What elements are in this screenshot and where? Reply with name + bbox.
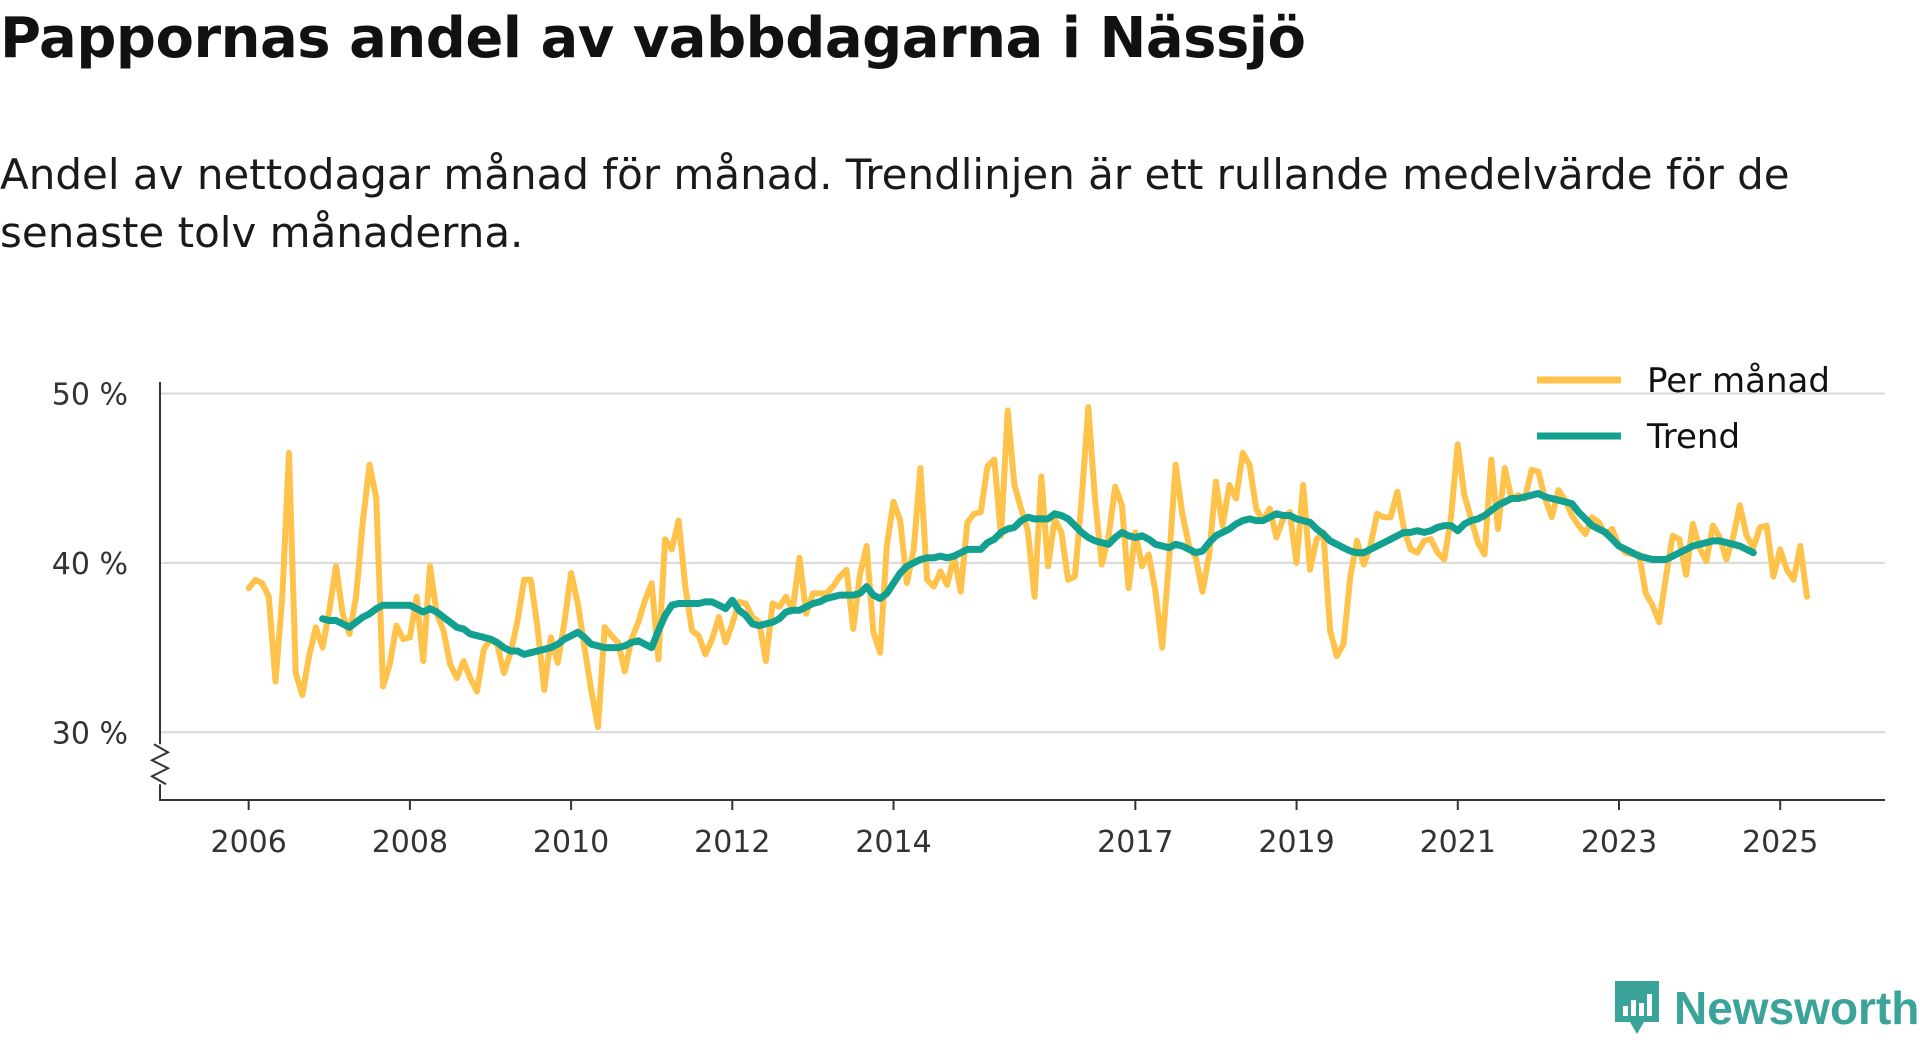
series-line-trend: [319, 490, 1757, 658]
axis-break-icon: [149, 743, 171, 786]
x-tick-label: 2010: [533, 825, 609, 860]
x-tick-label: 2012: [694, 825, 770, 860]
newsworthy-logo-icon: [1615, 981, 1659, 1034]
y-tick-label: 30 %: [52, 716, 128, 751]
series-line-per-manad: [245, 404, 1810, 731]
x-tick-label: 2008: [372, 825, 448, 860]
chart-title: Pappornas andel av vabbdagarna i Nässjö: [0, 6, 1306, 71]
x-tick-label: 2006: [210, 825, 286, 860]
brand-name: Newsworthy: [1674, 982, 1920, 1034]
y-tick-label: 40 %: [52, 547, 128, 582]
axes: 30 % 40 % 50 % 2006 2008 2010 2012 2014 2017 2019…: [52, 378, 1885, 860]
x-tick-label: 2023: [1581, 825, 1657, 860]
x-tick-label: 2019: [1258, 825, 1334, 860]
legend-label-per-manad: Per månad: [1647, 361, 1830, 401]
legend-label-trend: Trend: [1646, 417, 1740, 457]
x-tick-label: 2014: [855, 825, 931, 860]
x-tick-label: 2021: [1420, 825, 1496, 860]
brand-logo: Newsworthy: [1612, 976, 1920, 1040]
x-tick-label: 2017: [1097, 825, 1173, 860]
grid-lines: [160, 392, 1885, 734]
x-tick-label: 2025: [1742, 825, 1818, 860]
y-tick-label: 50 %: [52, 378, 128, 413]
series-lines: [245, 404, 1810, 731]
legend: Per månad Trend: [1525, 361, 1855, 464]
chart-subtitle: Andel av nettodagar månad för månad. Tre…: [0, 150, 1790, 257]
line-chart: 30 % 40 % 50 % 2006 2008 2010 2012 2014 2017 2019…: [52, 361, 1885, 860]
